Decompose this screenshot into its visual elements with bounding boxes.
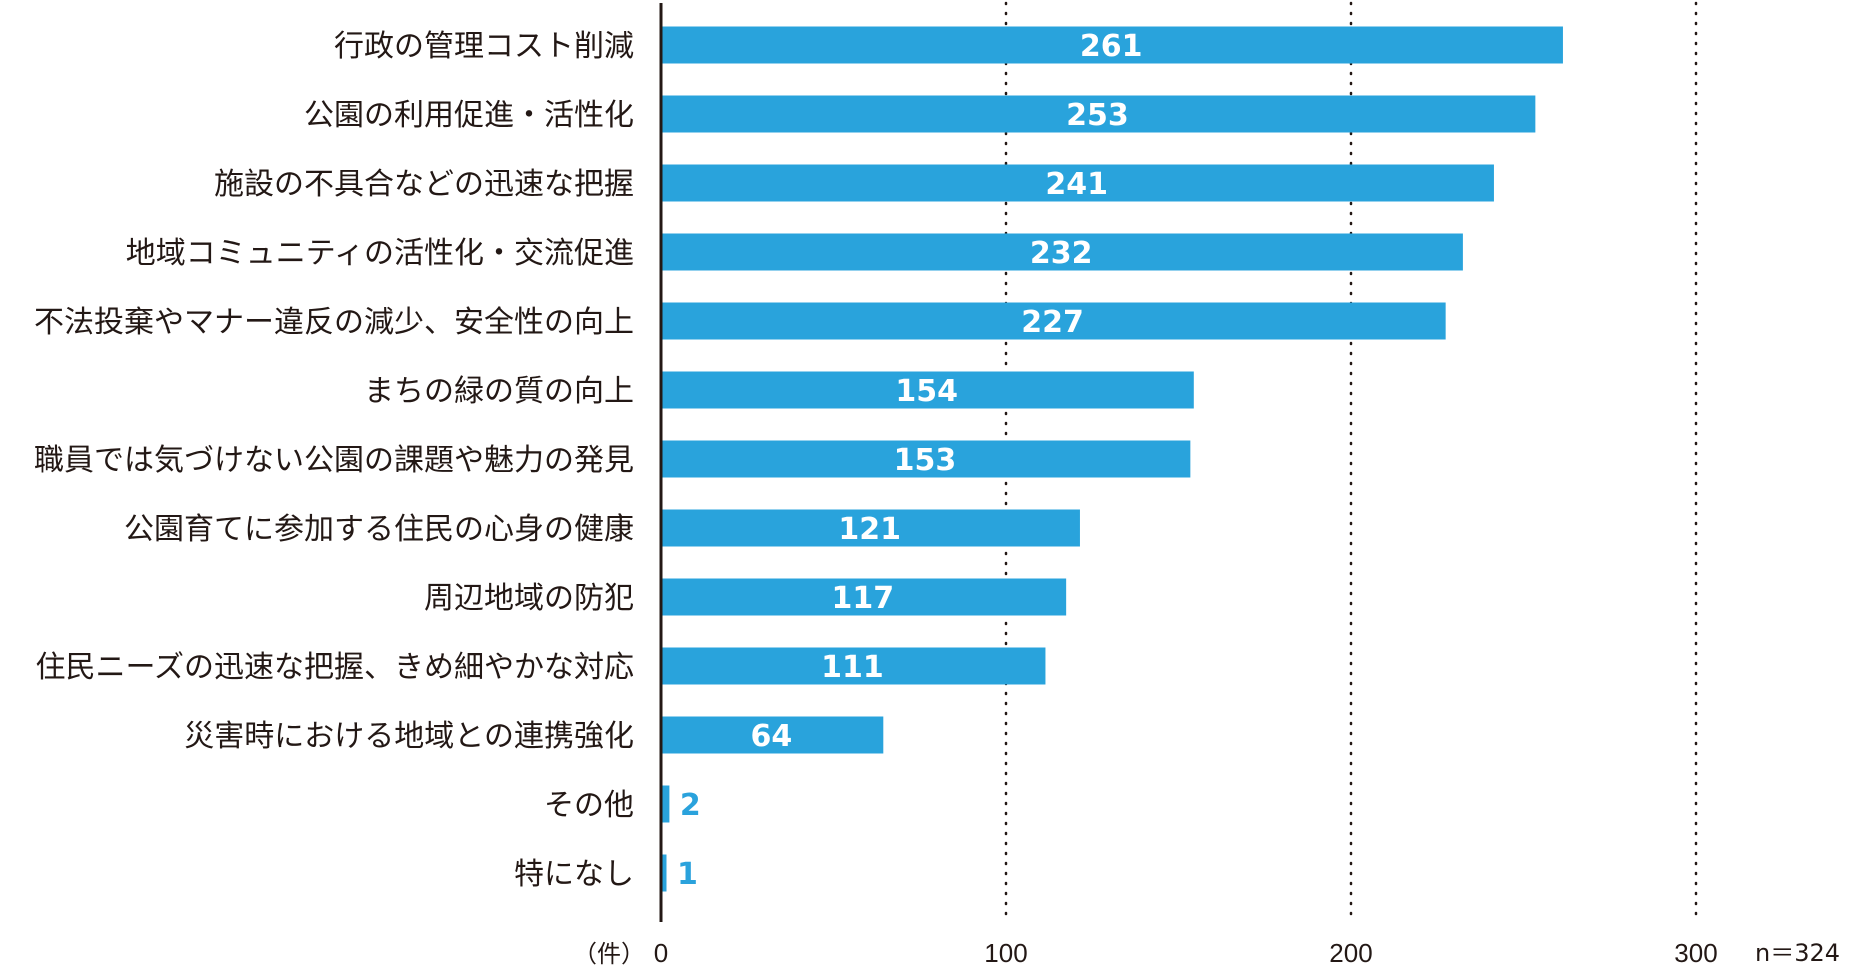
category-label-5: 不法投棄やマナー違反の減少、安全性の向上	[34, 305, 634, 340]
value-label-2: 253	[1066, 98, 1129, 133]
category-label-12: その他	[544, 788, 634, 823]
category-label-4: 地域コミュニティの活性化・交流促進	[126, 236, 634, 271]
bar-8	[662, 509, 1080, 547]
bar-3	[662, 164, 1494, 202]
x-tick-100: 100	[984, 938, 1027, 968]
value-label-11: 64	[751, 719, 793, 754]
value-label-3: 241	[1045, 167, 1108, 202]
bar-1	[662, 26, 1563, 64]
bar-7	[662, 440, 1191, 478]
value-label-5: 227	[1021, 305, 1084, 340]
value-label-13: 1	[677, 857, 698, 892]
sample-size-label: n＝324	[1755, 939, 1840, 967]
x-tick-labels: 0 100 200 300	[654, 938, 1718, 968]
category-labels: 行政の管理コスト削減公園の利用促進・活性化施設の不具合などの迅速な把握地域コミュ…	[34, 29, 634, 892]
bars	[662, 26, 1563, 892]
value-label-8: 121	[838, 512, 901, 547]
bar-6	[662, 371, 1194, 409]
bar-12	[662, 785, 670, 823]
category-label-8: 公園育てに参加する住民の心身の健康	[124, 512, 634, 547]
x-tick-300: 300	[1674, 938, 1717, 968]
category-label-10: 住民ニーズの迅速な把握、きめ細やかな対応	[36, 650, 635, 685]
value-label-9: 117	[832, 581, 895, 616]
value-label-6: 154	[895, 374, 958, 409]
value-label-7: 153	[894, 443, 957, 478]
category-label-3: 施設の不具合などの迅速な把握	[214, 167, 634, 202]
bar-13	[662, 854, 667, 892]
x-tick-200: 200	[1329, 938, 1372, 968]
category-label-1: 行政の管理コスト削減	[334, 29, 634, 64]
category-label-6: まちの緑の質の向上	[364, 374, 634, 409]
bar-5	[662, 302, 1446, 340]
bar-10	[662, 647, 1046, 685]
bar-4	[662, 233, 1463, 271]
category-label-11: 災害時における地域との連携強化	[184, 719, 634, 754]
value-label-4: 232	[1030, 236, 1093, 271]
value-label-10: 111	[821, 650, 884, 685]
category-label-2: 公園の利用促進・活性化	[304, 98, 634, 133]
category-label-7: 職員では気づけない公園の課題や魅力の発見	[34, 443, 634, 478]
category-label-13: 特になし	[514, 857, 634, 892]
bar-11	[662, 716, 884, 754]
value-label-1: 261	[1080, 29, 1143, 64]
value-label-12: 2	[680, 788, 701, 823]
bar-2	[662, 95, 1536, 133]
unit-label: （件）	[573, 940, 645, 968]
value-labels: 261 253 241 232 227 154 153 121 117 111 64 2 1	[677, 29, 1143, 892]
x-tick-0: 0	[654, 938, 668, 968]
category-label-9: 周辺地域の防犯	[424, 581, 634, 616]
bar-9	[662, 578, 1067, 616]
